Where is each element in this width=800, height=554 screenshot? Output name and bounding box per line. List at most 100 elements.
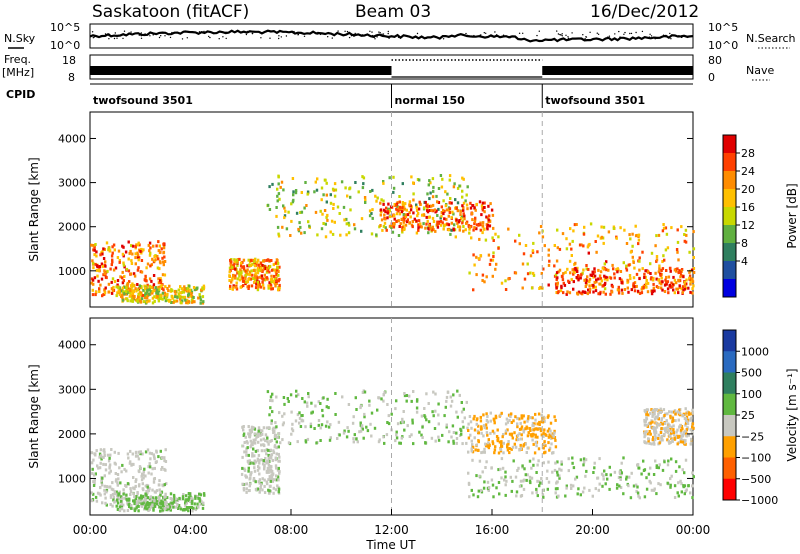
echo-cell [305, 401, 309, 405]
echo-cell [486, 415, 489, 418]
echo-cell [92, 473, 96, 477]
echo-cell [137, 295, 140, 299]
echo-cell [483, 480, 486, 484]
echo-cell [412, 211, 415, 215]
echo-cell [371, 188, 374, 192]
echo-cell [679, 424, 682, 427]
echo-cell [542, 415, 545, 419]
echo-cell [425, 418, 428, 422]
echo-cell [405, 208, 408, 212]
echo-cell [553, 244, 556, 247]
echo-cell [504, 429, 508, 433]
echo-cell [645, 411, 648, 415]
echo-cell [625, 477, 628, 481]
echo-cell [168, 284, 171, 288]
echo-cell [117, 477, 120, 481]
echo-cell [553, 415, 556, 419]
echo-cell [229, 263, 233, 267]
echo-cell [643, 435, 646, 439]
echo-cell [261, 429, 264, 433]
echo-cell [554, 445, 558, 449]
echo-cell [296, 440, 299, 444]
echo-cell [253, 466, 256, 470]
echo-cell [237, 270, 240, 274]
echo-cell [154, 496, 157, 500]
echo-cell [401, 228, 404, 232]
echo-cell [385, 228, 388, 232]
echo-cell [184, 298, 187, 302]
echo-cell [526, 434, 530, 438]
echo-cell [631, 244, 634, 248]
echo-cell [403, 428, 406, 432]
echo-cell [111, 289, 115, 293]
echo-cell [122, 290, 125, 294]
echo-cell [452, 212, 455, 216]
echo-cell [643, 276, 646, 279]
cpid-label: CPID [6, 88, 35, 101]
freq-band [542, 66, 693, 75]
echo-cell [472, 228, 475, 232]
echo-cell [518, 484, 522, 488]
nsearch-point [538, 30, 540, 32]
echo-cell [123, 292, 126, 296]
echo-cell [121, 252, 125, 256]
echo-cell [158, 287, 161, 291]
echo-cell [253, 274, 257, 277]
echo-cell [692, 475, 695, 479]
echo-cell [580, 291, 583, 295]
echo-cell [260, 274, 264, 278]
echo-cell [601, 484, 604, 488]
echo-cell [493, 418, 496, 422]
echo-cell [658, 281, 661, 285]
echo-cell [155, 500, 159, 504]
echo-cell [504, 431, 508, 435]
echo-cell [277, 182, 280, 186]
echo-cell [481, 221, 485, 225]
echo-cell [141, 452, 144, 456]
echo-cell [466, 426, 469, 430]
echo-cell [546, 487, 549, 491]
nsearch-point [387, 30, 389, 33]
echo-cell [275, 206, 278, 209]
echo-cell [520, 433, 523, 437]
echo-cell [159, 277, 162, 281]
echo-cell [353, 223, 356, 227]
echo-cell [394, 407, 397, 411]
echo-cell [454, 206, 457, 210]
echo-cell [653, 433, 657, 437]
echo-cell [670, 425, 673, 429]
echo-cell [126, 498, 129, 502]
echo-cell [477, 257, 481, 261]
echo-cell [526, 262, 529, 266]
echo-cell [357, 190, 360, 194]
echo-cell [270, 274, 273, 278]
nsearch-point [502, 34, 505, 36]
echo-cell [321, 212, 324, 216]
nsearch-point [317, 32, 319, 34]
echo-cell [485, 431, 489, 435]
echo-cell [122, 488, 125, 492]
echo-cell [133, 509, 137, 513]
echo-cell [147, 509, 150, 512]
echo-cell [411, 421, 414, 425]
echo-cell [326, 397, 329, 401]
echo-cell [585, 267, 588, 271]
echo-cell [265, 480, 268, 484]
echo-cell [424, 226, 427, 230]
echo-cell [148, 451, 152, 455]
echo-cell [475, 422, 478, 426]
nsearch-point [681, 36, 683, 38]
echo-cell [298, 221, 301, 225]
echo-cell [252, 276, 256, 280]
echo-cell [473, 428, 477, 432]
echo-cell [384, 210, 387, 214]
echo-cell [408, 200, 412, 204]
echo-cell [256, 280, 260, 284]
echo-cell [277, 234, 281, 238]
echo-cell [272, 431, 275, 434]
echo-cell [604, 275, 608, 279]
echo-cell [619, 478, 622, 481]
nsky-tick-high: 10^5 [50, 21, 80, 34]
echo-cell [160, 499, 163, 503]
echo-cell [115, 504, 118, 508]
